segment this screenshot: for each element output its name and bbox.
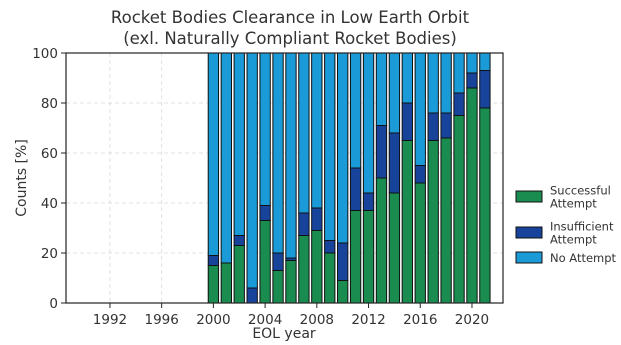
bar-segment xyxy=(259,205,271,221)
bar-segment xyxy=(207,255,220,266)
y-tick-label: 40 xyxy=(41,196,58,212)
x-tick-label: 2016 xyxy=(403,312,437,328)
bar-segment xyxy=(388,132,401,194)
bar-segment xyxy=(479,107,491,304)
y-axis: 0 20 40 60 80 100 xyxy=(32,46,66,312)
bar-segment xyxy=(285,260,297,304)
x-tick-label: 1996 xyxy=(144,312,178,328)
bar-segment xyxy=(375,177,388,304)
x-tick-label: 2012 xyxy=(351,312,385,328)
bar-segment xyxy=(401,52,413,104)
bar-segment xyxy=(375,125,388,179)
bars xyxy=(207,52,491,304)
bar-segment xyxy=(427,112,439,141)
bar-segment xyxy=(466,87,478,304)
bar-segment xyxy=(324,240,336,254)
bar-segment xyxy=(453,52,465,94)
bar-segment xyxy=(349,210,362,304)
y-tick-label: 0 xyxy=(49,296,58,312)
bar-segment xyxy=(337,52,349,244)
legend-label: Insufficient xyxy=(550,220,614,234)
bar-segment xyxy=(233,245,245,304)
bar-segment xyxy=(453,92,465,116)
bar-segment xyxy=(298,212,310,236)
bar-segment xyxy=(246,287,258,304)
bar-segment xyxy=(233,52,245,236)
bar-segment xyxy=(259,52,271,206)
y-tick-label: 80 xyxy=(41,96,58,112)
x-tick-label: 2004 xyxy=(248,312,282,328)
bar-segment xyxy=(440,112,452,139)
bar-segment xyxy=(285,52,297,259)
bar-segment xyxy=(337,242,349,281)
bar-segment xyxy=(272,252,284,271)
bar-segment xyxy=(311,230,323,304)
bar-segment xyxy=(298,235,310,304)
legend-swatch xyxy=(515,226,543,239)
y-tick-label: 60 xyxy=(41,146,58,162)
bar-segment xyxy=(311,52,323,209)
chart-title: Rocket Bodies Clearance in Low Earth Orb… xyxy=(111,8,470,27)
x-tick-label: 2000 xyxy=(196,312,230,328)
legend-swatch xyxy=(515,251,543,264)
legend-label: Attempt xyxy=(550,233,597,247)
legend-label: No Attempt xyxy=(550,251,617,265)
bar-segment xyxy=(207,265,220,304)
bar-segment xyxy=(349,52,362,169)
bar-segment xyxy=(427,140,439,304)
x-tick-label: 2008 xyxy=(300,312,334,328)
bar-segment xyxy=(440,52,452,114)
bar-segment xyxy=(207,52,220,256)
x-axis-label: EOL year xyxy=(252,326,316,342)
bar-segment xyxy=(220,262,232,304)
bar-segment xyxy=(272,270,284,304)
bar-segment xyxy=(479,70,491,109)
bar-segment xyxy=(414,52,426,166)
bar-segment xyxy=(246,52,258,289)
bar-segment xyxy=(324,252,336,304)
bar-segment xyxy=(479,52,491,71)
y-tick-label: 20 xyxy=(41,246,58,262)
x-tick-label: 1992 xyxy=(93,312,127,328)
x-axis: 1992 1996 2000 2004 2008 2012 2016 2020 xyxy=(93,303,489,328)
bar-segment xyxy=(401,102,413,141)
bar-segment xyxy=(466,52,478,74)
bar-segment xyxy=(233,235,245,246)
bar-segment xyxy=(324,52,336,241)
bar-segment xyxy=(388,52,401,134)
plot-frame xyxy=(65,52,504,304)
bar-segment xyxy=(453,115,465,304)
bar-segment xyxy=(375,52,388,126)
bar-segment xyxy=(311,207,323,231)
bar-segment xyxy=(259,220,271,304)
y-axis-label: Counts [%] xyxy=(14,139,30,217)
bar-segment xyxy=(362,52,375,194)
chart-subtitle: (exl. Naturally Compliant Rocket Bodies) xyxy=(123,29,457,48)
bar-segment xyxy=(414,165,426,184)
bar-segment xyxy=(440,137,452,304)
bar-segment xyxy=(220,52,232,264)
bar-segment xyxy=(466,72,478,89)
bar-segment xyxy=(349,167,362,211)
bar-segment xyxy=(272,52,284,254)
y-tick-label: 100 xyxy=(32,46,58,62)
bar-segment xyxy=(401,140,413,304)
legend-label: Attempt xyxy=(550,197,597,211)
bar-segment xyxy=(298,52,310,214)
bar-segment xyxy=(414,182,426,304)
x-tick-label: 2020 xyxy=(455,312,489,328)
legend-label: Successful xyxy=(550,184,611,198)
bar-segment xyxy=(337,280,349,304)
bar-segment xyxy=(427,52,439,114)
legend-swatch xyxy=(515,190,543,203)
bar-segment xyxy=(362,210,375,304)
bar-segment xyxy=(388,192,401,304)
bar-segment xyxy=(362,192,375,211)
